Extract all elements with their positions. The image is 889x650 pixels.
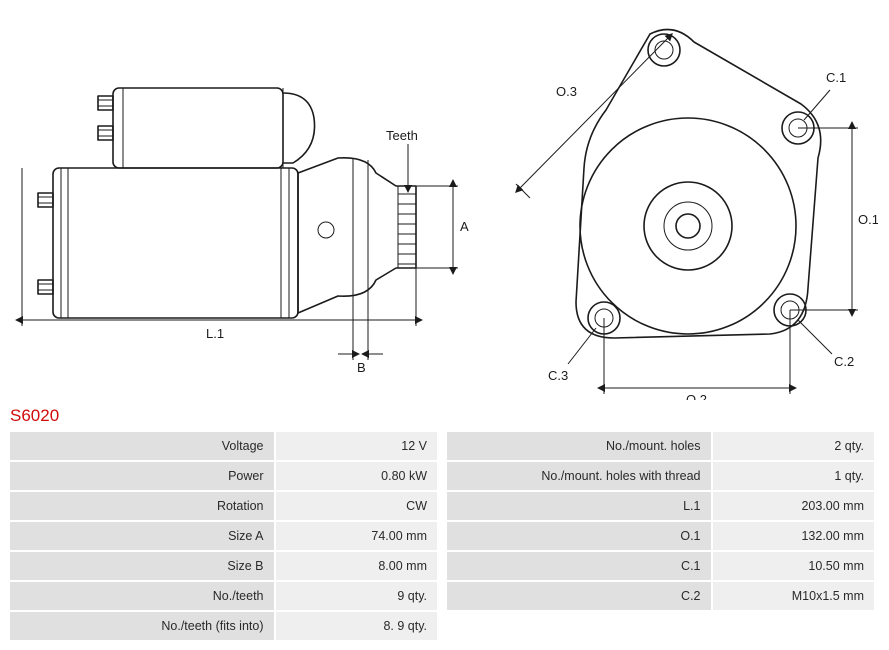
label-L1: L.1 [206, 326, 224, 341]
label-C2: C.2 [834, 354, 854, 369]
spec-value: 10.50 mm [713, 552, 875, 580]
table-row: Size A74.00 mm [10, 522, 437, 550]
spec-label: C.1 [447, 552, 711, 580]
spec-value: 1 qty. [713, 462, 875, 490]
diagram-row: Teeth A L.1 B [8, 8, 881, 400]
spec-label: No./mount. holes [447, 432, 711, 460]
table-row: Power0.80 kW [10, 462, 437, 490]
spec-table-right: No./mount. holes2 qty.No./mount. holes w… [445, 430, 876, 642]
side-view-svg: Teeth A L.1 B [8, 8, 478, 393]
table-row: L.1203.00 mm [447, 492, 874, 520]
part-number: S6020 [10, 406, 881, 426]
label-O2: O.2 [686, 392, 707, 400]
front-view-diagram: O.3 C.1 O.1 C.2 C.3 O.2 [498, 8, 881, 400]
table-row: C.2M10x1.5 mm [447, 582, 874, 610]
spec-table-left: Voltage12 VPower0.80 kWRotationCWSize A7… [8, 430, 439, 642]
spec-label: Rotation [10, 492, 274, 520]
label-O1: O.1 [858, 212, 878, 227]
table-row: No./teeth (fits into)8. 9 qty. [10, 612, 437, 640]
spec-value: 74.00 mm [276, 522, 438, 550]
spec-label [447, 612, 711, 640]
spec-value [713, 612, 875, 640]
spec-value: 8. 9 qty. [276, 612, 438, 640]
spec-value: 9 qty. [276, 582, 438, 610]
table-row: No./mount. holes with thread1 qty. [447, 462, 874, 490]
spec-value: 0.80 kW [276, 462, 438, 490]
table-row [447, 612, 874, 640]
label-O3: O.3 [556, 84, 577, 99]
spec-value: 203.00 mm [713, 492, 875, 520]
spec-tables: Voltage12 VPower0.80 kWRotationCWSize A7… [8, 430, 876, 642]
table-row: C.110.50 mm [447, 552, 874, 580]
spec-label: O.1 [447, 522, 711, 550]
spec-value: 132.00 mm [713, 522, 875, 550]
pinion-teeth [398, 194, 416, 264]
spec-value: CW [276, 492, 438, 520]
spec-label: Size A [10, 522, 274, 550]
table-row: No./mount. holes2 qty. [447, 432, 874, 460]
label-teeth: Teeth [386, 128, 418, 143]
table-row: Size B8.00 mm [10, 552, 437, 580]
spec-value: 8.00 mm [276, 552, 438, 580]
spec-label: C.2 [447, 582, 711, 610]
spec-label: No./teeth [10, 582, 274, 610]
table-row: RotationCW [10, 492, 437, 520]
side-view-diagram: Teeth A L.1 B [8, 8, 478, 400]
label-A: A [460, 219, 469, 234]
table-row: Voltage12 V [10, 432, 437, 460]
label-B: B [357, 360, 366, 375]
spec-label: Voltage [10, 432, 274, 460]
spec-label: L.1 [447, 492, 711, 520]
spec-label: No./teeth (fits into) [10, 612, 274, 640]
front-view-svg: O.3 C.1 O.1 C.2 C.3 O.2 [498, 8, 878, 400]
spec-label: Power [10, 462, 274, 490]
label-C1: C.1 [826, 70, 846, 85]
spec-value: 2 qty. [713, 432, 875, 460]
spec-value: 12 V [276, 432, 438, 460]
spec-label: Size B [10, 552, 274, 580]
table-row: No./teeth9 qty. [10, 582, 437, 610]
spec-label: No./mount. holes with thread [447, 462, 711, 490]
table-row: O.1132.00 mm [447, 522, 874, 550]
label-C3: C.3 [548, 368, 568, 383]
spec-value: M10x1.5 mm [713, 582, 875, 610]
